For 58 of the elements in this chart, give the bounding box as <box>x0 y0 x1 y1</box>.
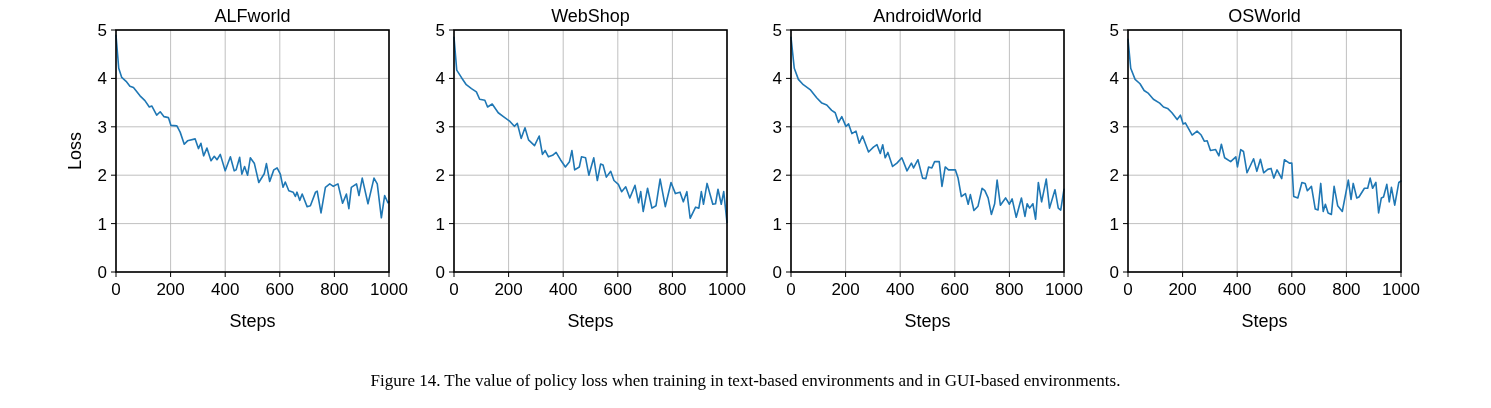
x-tick-label: 600 <box>265 280 294 299</box>
chart-title: ALFworld <box>214 6 291 26</box>
y-axis-title: Loss <box>65 131 85 171</box>
x-tick-label: 400 <box>886 280 915 299</box>
x-tick-label: 400 <box>211 280 240 299</box>
chart-title: WebShop <box>551 6 630 26</box>
chart-title: OSWorld <box>1228 6 1301 26</box>
y-tick-label: 2 <box>1109 166 1119 186</box>
x-tick-label: 0 <box>111 280 121 299</box>
x-axis-title: Steps <box>567 311 614 331</box>
x-tick-label: 800 <box>995 280 1024 299</box>
x-tick-label: 600 <box>603 280 632 299</box>
y-tick-label: 4 <box>772 69 782 89</box>
y-tick-label: 5 <box>1109 20 1119 40</box>
x-tick-label: 800 <box>320 280 349 299</box>
y-tick-label: 0 <box>1109 262 1119 282</box>
y-tick-label: 2 <box>772 166 782 186</box>
y-tick-label: 1 <box>435 214 445 234</box>
x-tick-label: 1000 <box>708 280 746 299</box>
y-tick-label: 2 <box>435 166 445 186</box>
y-tick-label: 5 <box>772 20 782 40</box>
y-tick-label: 3 <box>435 117 445 137</box>
caption: Figure 14. The value of policy loss when training in text-based environments and in GUI-based environments. <box>370 371 1121 390</box>
y-tick-label: 1 <box>1109 214 1119 234</box>
x-tick-label: 0 <box>449 280 459 299</box>
y-tick-label: 3 <box>97 117 107 137</box>
chart-title: AndroidWorld <box>873 6 982 26</box>
x-tick-label: 200 <box>156 280 185 299</box>
y-tick-label: 4 <box>435 69 445 89</box>
x-tick-label: 600 <box>940 280 969 299</box>
x-axis-title: Steps <box>229 311 276 331</box>
x-tick-label: 200 <box>494 280 523 299</box>
x-tick-label: 200 <box>831 280 860 299</box>
x-tick-label: 200 <box>1168 280 1197 299</box>
x-axis-title: Steps <box>1241 311 1288 331</box>
x-tick-label: 1000 <box>1045 280 1083 299</box>
x-tick-label: 1000 <box>370 280 408 299</box>
y-tick-label: 0 <box>97 262 107 282</box>
y-tick-label: 3 <box>772 117 782 137</box>
x-tick-label: 800 <box>658 280 687 299</box>
y-tick-label: 1 <box>772 214 782 234</box>
x-tick-label: 400 <box>549 280 578 299</box>
x-tick-label: 0 <box>1123 280 1133 299</box>
y-tick-label: 3 <box>1109 117 1119 137</box>
x-tick-label: 1000 <box>1382 280 1420 299</box>
y-tick-label: 1 <box>97 214 107 234</box>
y-tick-label: 2 <box>97 166 107 186</box>
x-tick-label: 400 <box>1223 280 1252 299</box>
x-tick-label: 800 <box>1332 280 1361 299</box>
y-tick-label: 5 <box>97 20 107 40</box>
y-tick-label: 5 <box>435 20 445 40</box>
y-tick-label: 0 <box>435 262 445 282</box>
x-axis-title: Steps <box>904 311 951 331</box>
x-tick-label: 600 <box>1277 280 1306 299</box>
y-tick-label: 0 <box>772 262 782 282</box>
y-tick-label: 4 <box>97 69 107 89</box>
x-tick-label: 0 <box>786 280 796 299</box>
y-tick-label: 4 <box>1109 69 1119 89</box>
